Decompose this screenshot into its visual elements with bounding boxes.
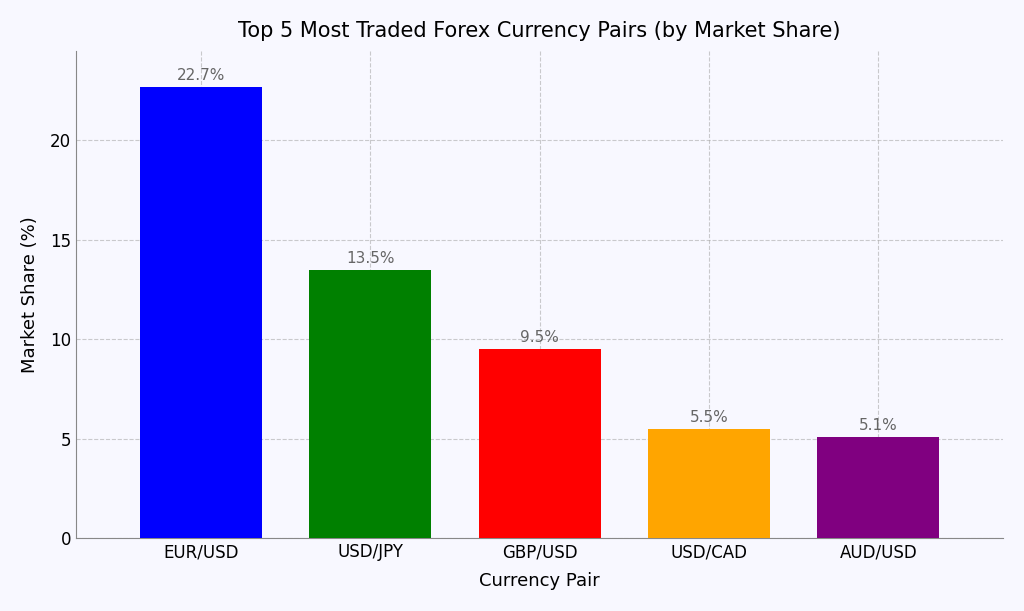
Bar <box>478 349 600 538</box>
Text: 22.7%: 22.7% <box>177 68 225 82</box>
Text: 5.5%: 5.5% <box>689 410 728 425</box>
Bar <box>309 269 431 538</box>
Text: 5.1%: 5.1% <box>859 418 898 433</box>
Text: 9.5%: 9.5% <box>520 330 559 345</box>
Text: 13.5%: 13.5% <box>346 251 394 266</box>
Bar <box>648 429 770 538</box>
Y-axis label: Market Share (%): Market Share (%) <box>20 216 39 373</box>
Bar <box>817 437 939 538</box>
Bar <box>140 87 262 538</box>
Title: Top 5 Most Traded Forex Currency Pairs (by Market Share): Top 5 Most Traded Forex Currency Pairs (… <box>239 21 841 41</box>
X-axis label: Currency Pair: Currency Pair <box>479 572 600 590</box>
